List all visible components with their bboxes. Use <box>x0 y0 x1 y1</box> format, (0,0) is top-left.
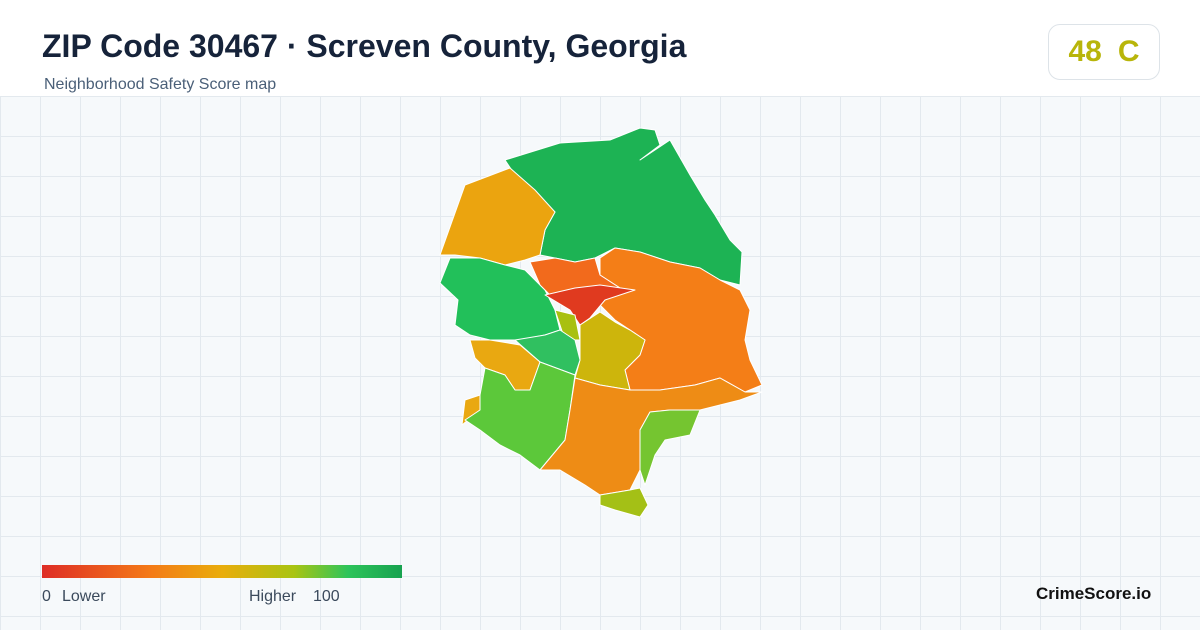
region <box>574 311 646 391</box>
score-grade: C <box>1117 35 1140 68</box>
legend-min-label: Lower <box>62 588 106 605</box>
region <box>599 487 649 518</box>
brand: CrimeScore.io <box>1036 584 1152 603</box>
region <box>639 409 701 486</box>
legend-max-label: Higher <box>249 588 297 605</box>
legend-gradient <box>42 565 402 578</box>
header <box>0 0 1200 96</box>
title: ZIP Code 30467 · Screven County, Georgia <box>42 28 687 64</box>
region <box>554 309 581 341</box>
legend-min: 0 <box>42 588 51 605</box>
score-badge: 48 C <box>1048 24 1160 80</box>
legend-max: 100 <box>313 588 340 605</box>
score-value: 48 <box>1068 35 1102 68</box>
subtitle: Neighborhood Safety Score map <box>44 76 277 93</box>
